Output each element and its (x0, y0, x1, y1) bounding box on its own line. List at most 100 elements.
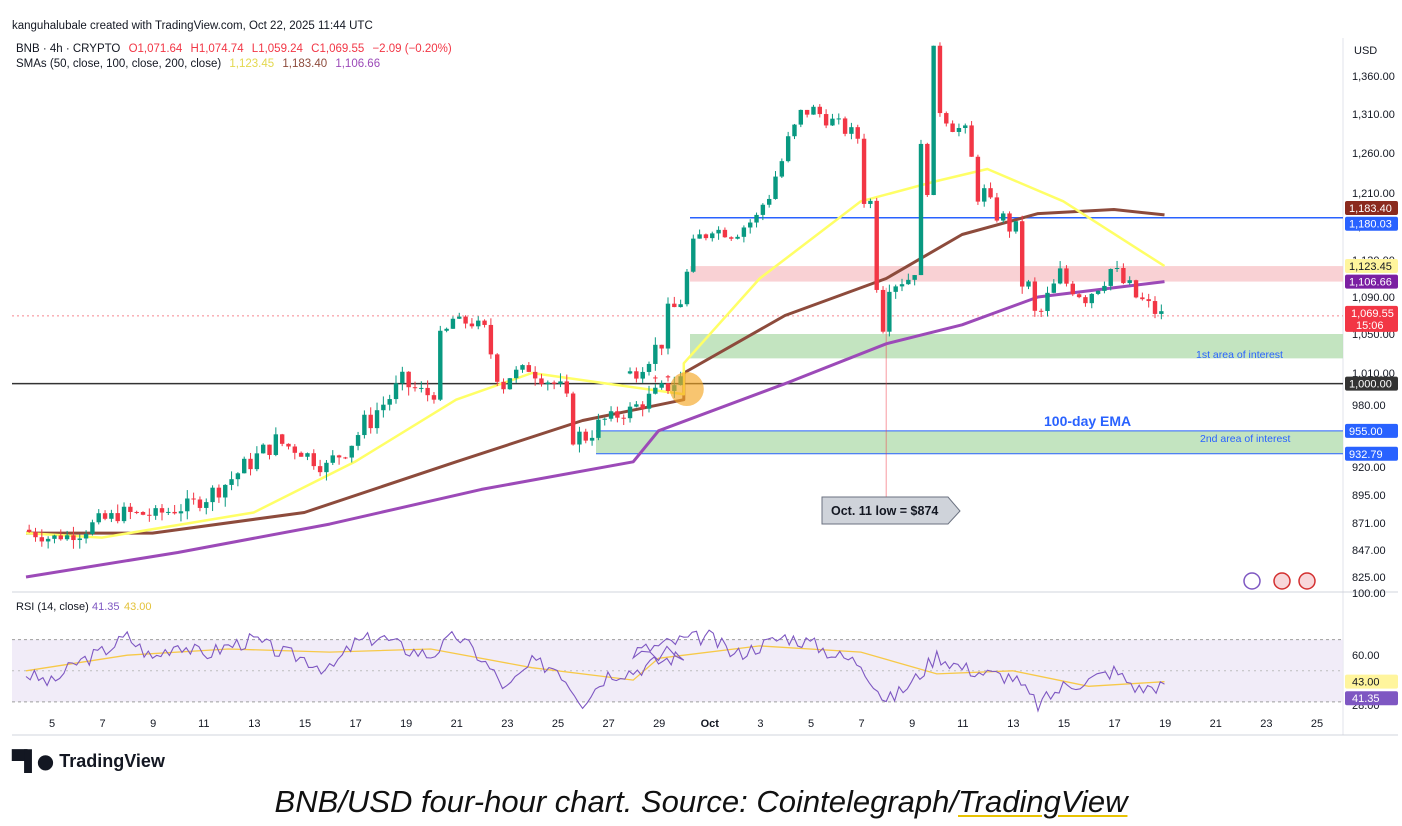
time-axis-tick: 27 (602, 718, 614, 730)
candle-body (115, 513, 120, 522)
sma50-value: 1,123.45 (229, 58, 275, 70)
candle-body (653, 377, 658, 379)
candle-body (1019, 221, 1025, 287)
time-axis-tick: 3 (757, 718, 763, 730)
candle-body (191, 498, 196, 500)
candle-body (292, 446, 298, 453)
candle-body (368, 414, 373, 429)
candle-body (817, 106, 822, 115)
candle-body (823, 114, 829, 126)
symbol-name[interactable]: BNB · 4h · CRYPTO (16, 43, 121, 55)
oct11-callout-box (821, 496, 961, 525)
breakout-highlight-circle (669, 372, 704, 406)
time-axis-tick: 9 (909, 718, 915, 730)
last-price-text: 1,069.55 (1351, 308, 1394, 320)
candle-body (729, 237, 734, 239)
price-badge-text-6: 932.79 (1349, 449, 1383, 461)
candle-body (64, 535, 70, 540)
price-badge-text-0: 1,183.40 (1349, 203, 1392, 215)
candle-body (495, 354, 500, 382)
candle-body (425, 387, 430, 396)
candle-body (1114, 268, 1120, 270)
ohlc-change: −2.09 (−0.20%) (372, 43, 452, 55)
candle-body (172, 511, 177, 514)
candle-body (457, 316, 462, 319)
candle-body (153, 508, 158, 516)
candle-body (634, 371, 639, 379)
price-axis-tick: 980.00 (1352, 400, 1386, 412)
time-axis-tick: 5 (808, 718, 814, 730)
candle-body (659, 383, 664, 388)
price-badge-text-4: 1,000.00 (1349, 379, 1392, 391)
figure-caption: BNB/USD four-hour chart. Source: Cointel… (0, 784, 1402, 820)
candle-body (128, 506, 133, 512)
candle-body (513, 369, 519, 379)
time-axis-tick: 23 (1260, 718, 1272, 730)
price-badge-text-2: 1,123.45 (1349, 261, 1392, 273)
candle-body (887, 291, 892, 332)
candle-body (646, 363, 652, 372)
candles-group (26, 42, 1164, 549)
candle-body (748, 222, 753, 228)
price-axis-tick: 1,310.00 (1352, 109, 1395, 121)
candle-body (798, 109, 804, 125)
candle-body (982, 188, 987, 202)
candle-body (286, 443, 291, 447)
candle-body (653, 387, 658, 394)
candle-body (830, 118, 835, 126)
ai-sparkle-icon (1243, 572, 1261, 590)
author-line: kanguhalubale created with TradingView.c… (12, 20, 373, 32)
time-axis-tick: 13 (248, 718, 260, 730)
price-badge-text-1: 1,180.03 (1349, 219, 1392, 231)
sma200-value: 1,106.66 (335, 58, 381, 70)
candle-body (792, 124, 797, 137)
candle-body (159, 508, 165, 513)
candle-body (551, 382, 557, 384)
time-axis-tick: 21 (451, 718, 463, 730)
candle-body (931, 45, 936, 196)
candle-body (678, 304, 683, 308)
candle-body (216, 487, 222, 498)
candle-body (267, 444, 272, 455)
price-badge-1 (1345, 216, 1398, 231)
candle-body (963, 125, 968, 129)
candle-body (785, 136, 791, 162)
candle-body (918, 143, 924, 276)
price-badge-5 (1345, 423, 1398, 438)
price-axis-tick: 895.00 (1352, 490, 1386, 502)
candle-body (665, 383, 671, 391)
time-axis-tick: 13 (1007, 718, 1019, 730)
time-axis-tick: Oct (701, 718, 720, 730)
caption-link[interactable]: TradingView (958, 784, 1128, 819)
time-axis-tick: 21 (1210, 718, 1222, 730)
candle-body (615, 411, 620, 418)
candle-body (564, 381, 569, 394)
sma-label[interactable]: SMAs (50, close, 100, close, 200, close) (16, 58, 222, 70)
candle-body (223, 484, 228, 498)
candle-body (26, 529, 32, 532)
candle-body (1045, 292, 1050, 312)
price-axis-tick: 825.00 (1352, 572, 1386, 584)
price-axis-tick: 1,090.00 (1352, 292, 1395, 304)
time-axis-tick: 5 (49, 718, 55, 730)
candle-body (912, 275, 917, 280)
sma100-value: 1,183.40 (282, 58, 328, 70)
candle-body (804, 109, 810, 115)
price-badge-6 (1345, 446, 1398, 461)
price-axis-tick: 1,360.00 (1352, 71, 1395, 83)
candle-body (83, 533, 89, 539)
candle-body (438, 330, 443, 400)
candle-body (691, 238, 696, 272)
candle-body (279, 434, 285, 444)
candle-body (589, 437, 595, 441)
candle-body (836, 118, 841, 120)
time-axis-tick: 9 (150, 718, 156, 730)
candle-body (640, 404, 645, 409)
candle-body (640, 371, 645, 379)
price-axis-tick: 1,260.00 (1352, 148, 1395, 160)
price-axis-tick: 1,050.00 (1352, 329, 1395, 341)
candle-body (880, 289, 886, 332)
candle-body (400, 371, 405, 384)
candle-body (956, 128, 962, 132)
candle-body (703, 234, 709, 239)
